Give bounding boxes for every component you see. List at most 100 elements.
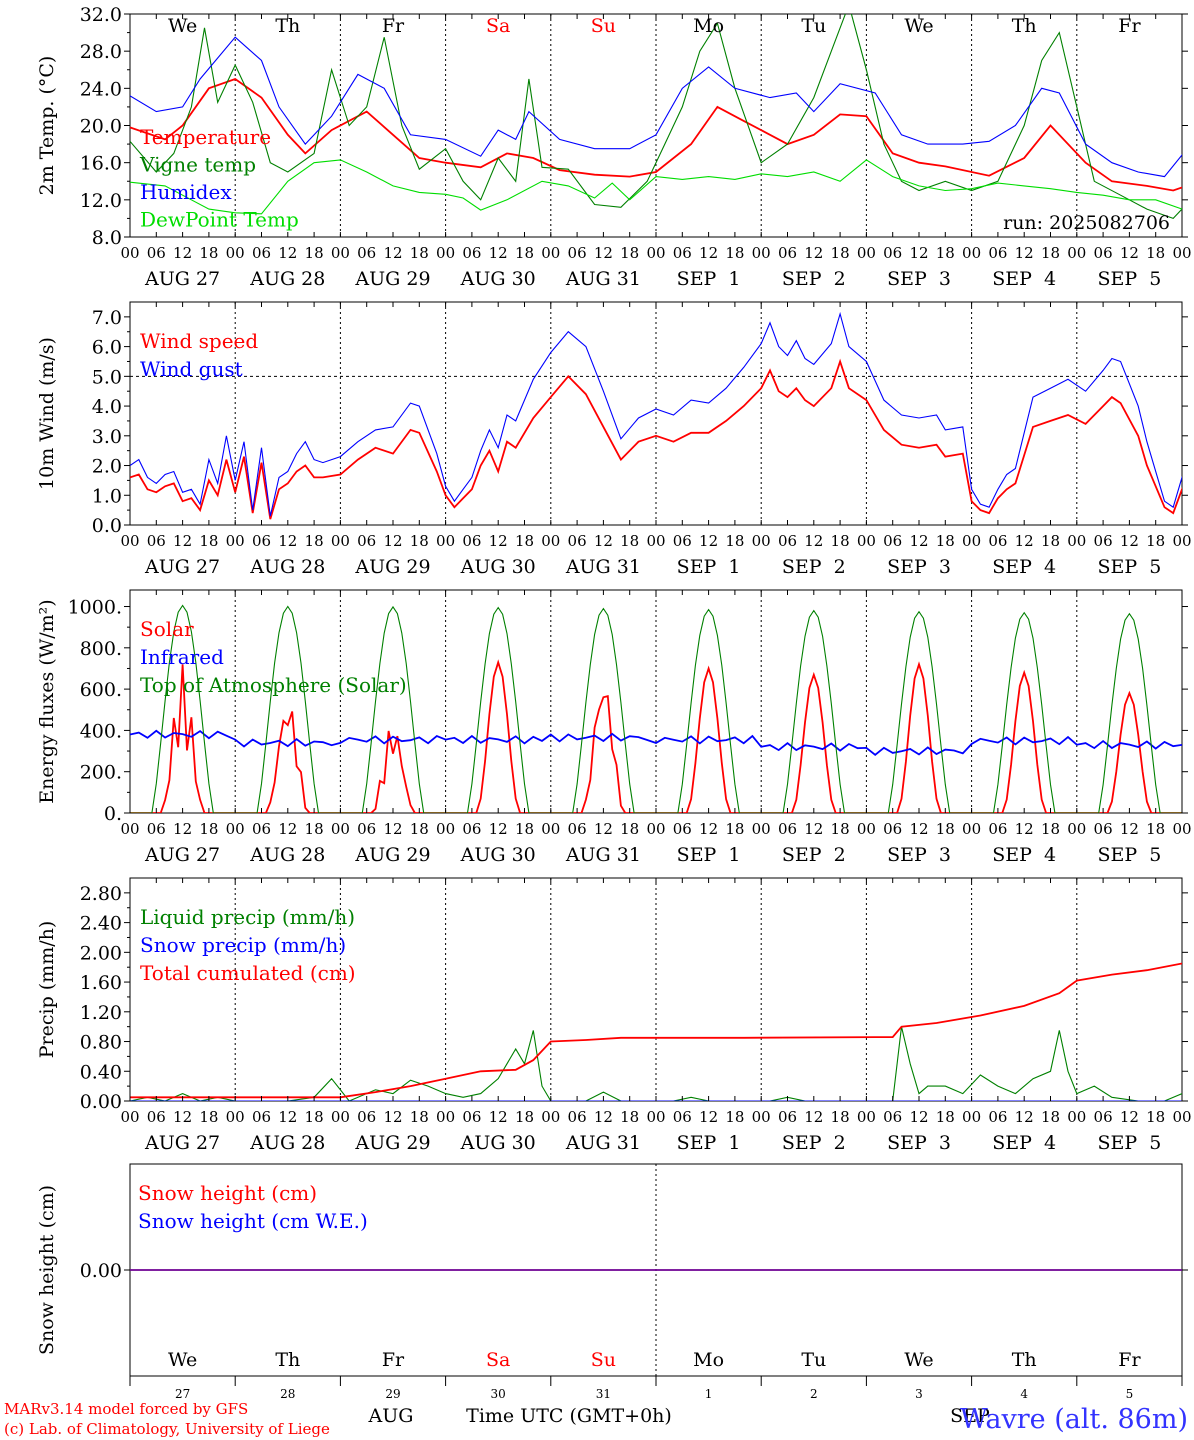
- x-hour-label: 12: [1015, 820, 1034, 838]
- x-hour-label: 12: [804, 532, 823, 550]
- x-date-label: SEP 3: [887, 268, 951, 290]
- x-hour-label: 00: [331, 532, 350, 550]
- x-hour-label: 12: [699, 532, 718, 550]
- y-tick-label: 7.0: [92, 307, 122, 329]
- x-date-label: SEP 1: [677, 844, 741, 866]
- x-hour-label: 12: [804, 244, 823, 262]
- x-date-label: SEP 2: [782, 1132, 846, 1154]
- legend-entry: Temperature: [140, 125, 271, 149]
- weekday-label: Fr: [1118, 15, 1141, 37]
- x-hour-label: 12: [278, 820, 297, 838]
- x-hour-label: 18: [620, 820, 639, 838]
- x-date-label: AUG 29: [354, 1132, 430, 1154]
- x-date-label: AUG 30: [460, 1132, 536, 1154]
- x-hour-label: 18: [725, 1108, 744, 1126]
- x-hour-label: 12: [594, 820, 613, 838]
- weekday-label: Tu: [801, 15, 826, 37]
- x-date-label: AUG 30: [460, 268, 536, 290]
- y-tick-label: 0.40: [80, 1061, 122, 1083]
- x-hour-label: 18: [620, 532, 639, 550]
- x-hour-label: 18: [199, 244, 218, 262]
- x-hour-label: 06: [1094, 820, 1113, 838]
- series-line-3-2: [130, 962, 1182, 1099]
- y-tick-label: 2.00: [80, 942, 122, 964]
- legend-entry: Wind speed: [140, 329, 258, 353]
- x-hour-label: 12: [699, 1108, 718, 1126]
- x-hour-label: 18: [725, 244, 744, 262]
- y-tick-label: 24.0: [80, 78, 122, 100]
- x-hour-label: 18: [1146, 820, 1165, 838]
- y-tick-label: 0.: [104, 803, 122, 825]
- series-line-2-2: [130, 604, 1182, 813]
- day-number: 5: [1126, 1387, 1134, 1401]
- x-hour-label: 18: [831, 532, 850, 550]
- x-hour-label: 06: [673, 532, 692, 550]
- y-tick-label: 4.0: [92, 396, 122, 418]
- legend-entry: Total cumulated (cm): [140, 961, 356, 985]
- x-hour-label: 12: [1015, 1108, 1034, 1126]
- x-date-label: AUG 27: [144, 556, 220, 578]
- x-hour-label: 00: [120, 532, 139, 550]
- credit-line: MARv3.14 model forced by GFS: [4, 1400, 248, 1418]
- x-hour-label: 06: [988, 532, 1007, 550]
- y-tick-label: 3.0: [92, 426, 122, 448]
- legend-entry: Infrared: [140, 645, 224, 669]
- x-date-label: SEP 5: [1097, 844, 1161, 866]
- legend-entry: Top of Atmosphere (Solar): [140, 673, 407, 697]
- x-hour-label: 00: [1067, 1108, 1086, 1126]
- weekday-label: Su: [591, 15, 616, 37]
- x-hour-label: 18: [305, 244, 324, 262]
- x-hour-label: 00: [646, 244, 665, 262]
- x-hour-label: 18: [725, 532, 744, 550]
- x-hour-label: 06: [462, 244, 481, 262]
- x-hour-label: 18: [515, 1108, 534, 1126]
- x-hour-label: 00: [962, 532, 981, 550]
- x-hour-label: 18: [199, 1108, 218, 1126]
- y-tick-label: 20.0: [80, 116, 122, 138]
- x-hour-label: 18: [1041, 244, 1060, 262]
- x-hour-label: 12: [489, 1108, 508, 1126]
- x-date-label: AUG 31: [565, 1132, 641, 1154]
- x-hour-label: 00: [120, 820, 139, 838]
- x-hour-label: 06: [147, 1108, 166, 1126]
- month-label: SEP: [950, 1405, 990, 1427]
- x-hour-label: 12: [1015, 244, 1034, 262]
- x-hour-label: 06: [988, 820, 1007, 838]
- x-hour-label: 06: [462, 1108, 481, 1126]
- x-hour-label: 00: [962, 820, 981, 838]
- x-hour-label: 18: [410, 820, 429, 838]
- x-hour-label: 06: [252, 244, 271, 262]
- x-date-label: SEP 1: [677, 268, 741, 290]
- x-axis-title: Time UTC (GMT+0h): [466, 1405, 672, 1427]
- weekday-label: Th: [1012, 1349, 1037, 1371]
- x-hour-label: 00: [1172, 820, 1191, 838]
- y-axis-label: Precip (mm/h): [36, 921, 58, 1059]
- x-hour-label: 06: [673, 820, 692, 838]
- x-hour-label: 00: [1172, 532, 1191, 550]
- x-hour-label: 06: [147, 820, 166, 838]
- x-hour-label: 06: [988, 1108, 1007, 1126]
- day-number: 2: [810, 1387, 818, 1401]
- weekday-label: Th: [1012, 15, 1037, 37]
- x-hour-label: 00: [752, 820, 771, 838]
- x-date-label: SEP 5: [1097, 1132, 1161, 1154]
- x-hour-label: 12: [909, 532, 928, 550]
- x-hour-label: 00: [646, 820, 665, 838]
- x-hour-label: 06: [673, 1108, 692, 1126]
- x-date-label: AUG 29: [354, 844, 430, 866]
- x-hour-label: 06: [252, 820, 271, 838]
- x-hour-label: 06: [778, 820, 797, 838]
- x-hour-label: 12: [1120, 820, 1139, 838]
- x-hour-label: 06: [357, 1108, 376, 1126]
- x-date-label: SEP 2: [782, 844, 846, 866]
- x-hour-label: 12: [594, 1108, 613, 1126]
- x-hour-label: 18: [305, 532, 324, 550]
- x-hour-label: 06: [778, 244, 797, 262]
- x-hour-label: 00: [1067, 820, 1086, 838]
- x-hour-label: 18: [936, 1108, 955, 1126]
- x-date-label: SEP 5: [1097, 556, 1161, 578]
- weekday-label: Mo: [693, 15, 724, 37]
- x-date-label: SEP 2: [782, 268, 846, 290]
- x-hour-label: 06: [778, 532, 797, 550]
